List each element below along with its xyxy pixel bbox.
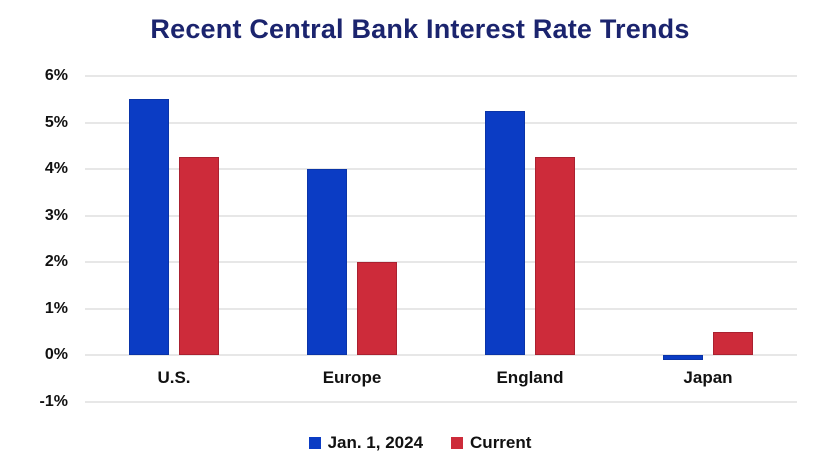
legend-item-jan-1-2024: Jan. 1, 2024 — [308, 433, 424, 453]
y-tick-label-1: -1% — [39, 392, 68, 410]
gridline-0 — [85, 354, 797, 356]
gridline-1 — [85, 400, 797, 403]
x-axis-label-u-s: U.S. — [157, 368, 191, 387]
plot-area — [85, 75, 797, 403]
y-tick-label-5: 5% — [44, 113, 68, 131]
y-tick-label-6: 6% — [44, 67, 68, 84]
legend-label-jan-1-2024: Jan. 1, 2024 — [327, 433, 424, 452]
bar-current-japan — [713, 331, 753, 355]
bar-current-europe — [357, 262, 397, 355]
gridline-5 — [85, 121, 797, 124]
x-axis-label-japan: Japan — [683, 368, 733, 387]
gridline-1 — [85, 307, 797, 310]
bar-jan-1-2024-japan — [663, 355, 703, 360]
legend-swatch-jan-1-2024 — [308, 437, 321, 449]
bar-current-u-s — [179, 157, 219, 355]
bar-current-england — [535, 157, 575, 355]
x-axis-label-europe: Europe — [322, 368, 382, 387]
y-tick-label-2: 2% — [44, 253, 68, 270]
legend-item-current: Current — [451, 433, 531, 453]
x-axis-label-england: England — [496, 368, 564, 387]
bar-jan-1-2024-europe — [307, 169, 347, 355]
y-tick-label-1: 1% — [44, 299, 68, 317]
legend-swatch-current — [451, 437, 464, 449]
bar-jan-1-2024-england — [485, 110, 525, 355]
y-tick-label-3: 3% — [44, 206, 68, 224]
chart-title: Recent Central Bank Interest Rate Trends — [150, 14, 690, 44]
y-tick-label-0: 0% — [44, 346, 68, 363]
y-tick-label-4: 4% — [44, 160, 68, 177]
gridline-6 — [85, 75, 797, 77]
bar-jan-1-2024-u-s — [129, 99, 169, 355]
legend: Jan. 1, 2024 Current — [0, 433, 840, 453]
legend-label-current: Current — [470, 433, 532, 452]
gridline-3 — [85, 214, 797, 217]
gridline-4 — [85, 168, 797, 170]
gridline-2 — [85, 261, 797, 263]
